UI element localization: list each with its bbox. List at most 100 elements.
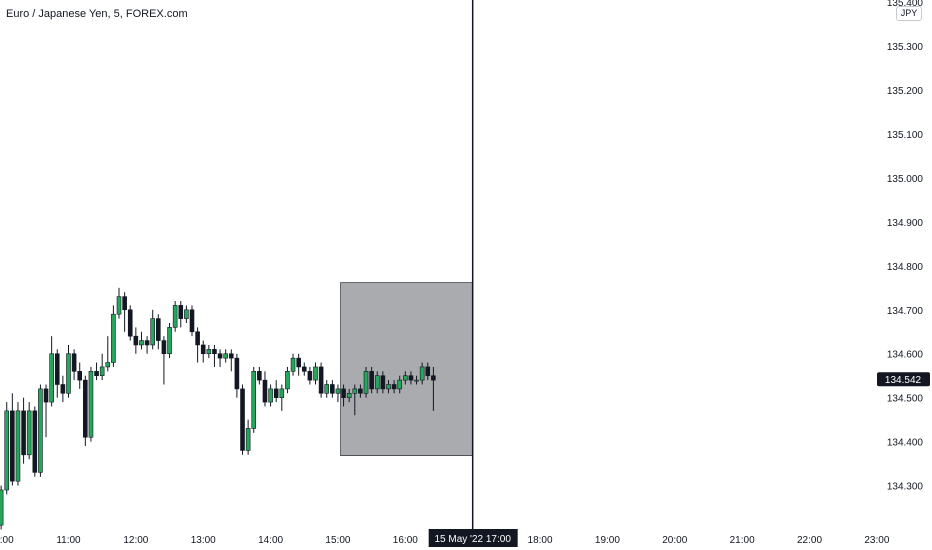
candle: [15, 402, 21, 486]
candle: [279, 384, 285, 411]
candle: [94, 362, 99, 381]
candle-body: [268, 388, 273, 403]
candle-body: [77, 371, 83, 381]
candle-body: [296, 357, 301, 368]
candle: [386, 380, 391, 394]
price-tick-label: 135.100: [887, 130, 924, 141]
candle-body: [273, 388, 279, 398]
candle: [195, 327, 200, 363]
price-tick-label: 134.300: [887, 482, 924, 493]
candle: [352, 384, 358, 416]
candle: [116, 287, 122, 319]
candle: [262, 371, 268, 407]
candle-body: [150, 318, 155, 346]
candle-body: [32, 410, 38, 473]
candle: [245, 419, 251, 455]
price-axis[interactable]: 135.400 135.300 135.200 135.100 135.000 134.9…: [877, 0, 930, 493]
candle: [419, 362, 425, 385]
candle-body: [54, 353, 60, 385]
candle-body: [167, 327, 172, 355]
candle: [391, 380, 397, 394]
candle-body: [10, 410, 15, 482]
candle-body: [66, 353, 71, 394]
candle-body: [346, 392, 352, 398]
candle-body: [408, 375, 414, 381]
candle: [71, 349, 77, 381]
candle: [296, 353, 301, 376]
candle: [335, 384, 341, 403]
candle-body: [21, 410, 26, 456]
time-tick-label: 15:00: [325, 535, 350, 546]
candle-body: [290, 357, 296, 372]
candle: [330, 380, 335, 398]
candle-body: [15, 410, 21, 482]
range-box[interactable]: [340, 282, 473, 456]
candle: [144, 336, 150, 354]
candle-body: [386, 384, 391, 390]
candle: [358, 384, 363, 398]
time-tick-label: 20:00: [662, 535, 687, 546]
candle: [307, 366, 313, 385]
candle: [10, 393, 15, 486]
candle-body: [374, 375, 380, 390]
candle-body: [234, 357, 240, 390]
candle: [122, 292, 127, 332]
candle: [301, 362, 307, 376]
candle-body: [217, 353, 223, 359]
candle-body: [358, 388, 363, 394]
candle: [380, 371, 386, 394]
candle: [318, 362, 324, 398]
candle-body: [419, 366, 425, 381]
candle-body: [251, 371, 257, 429]
candle: [403, 371, 408, 385]
candle-body: [83, 379, 88, 438]
candle: [49, 336, 54, 407]
candle: [341, 384, 346, 407]
price-tick-label: 135.400: [887, 0, 924, 9]
candle-body: [116, 296, 122, 315]
candle-body: [369, 371, 374, 390]
candle: [38, 384, 43, 477]
candle: [189, 305, 195, 337]
candle-body: [161, 340, 167, 355]
candle: [212, 344, 217, 367]
candle: [206, 344, 212, 359]
time-tick-label: 22:00: [797, 535, 822, 546]
candle-body: [4, 410, 10, 491]
price-tick-label: 135.300: [887, 42, 924, 53]
price-tick-label: 134.500: [887, 394, 924, 405]
candle: [290, 353, 296, 376]
candle: [217, 349, 223, 367]
candle: [77, 362, 83, 389]
candle-body: [318, 366, 324, 394]
time-axis[interactable]: 10:00 11:00 12:00 13:00 14:00 15:00 16:00 18:00…: [0, 529, 890, 547]
candle: [43, 384, 49, 438]
candle-body: [279, 388, 285, 398]
currency-badge[interactable]: JPY: [896, 6, 922, 21]
candle: [66, 344, 71, 398]
candle-body: [189, 309, 195, 333]
price-tick-label: 134.600: [887, 350, 924, 361]
candle: [60, 375, 66, 403]
candle: [0, 485, 4, 530]
time-tick-label: 16:00: [393, 535, 418, 546]
candle-body: [71, 353, 77, 372]
candle: [105, 336, 111, 372]
candle-body: [341, 388, 346, 398]
last-price-label: 134.542: [885, 375, 922, 386]
time-tick-label: 14:00: [258, 535, 283, 546]
candle-body: [285, 371, 290, 390]
candle-body: [352, 388, 358, 394]
candle-body: [99, 366, 105, 377]
candle: [408, 371, 414, 385]
candle: [172, 301, 178, 332]
candle: [363, 366, 369, 398]
candlestick-series: [0, 287, 436, 530]
candle-body: [324, 384, 330, 394]
candle: [167, 322, 172, 359]
candle: [369, 366, 374, 394]
time-tick-label: 11:00: [56, 535, 81, 546]
candle-body: [139, 340, 144, 346]
candle-body: [403, 375, 408, 381]
